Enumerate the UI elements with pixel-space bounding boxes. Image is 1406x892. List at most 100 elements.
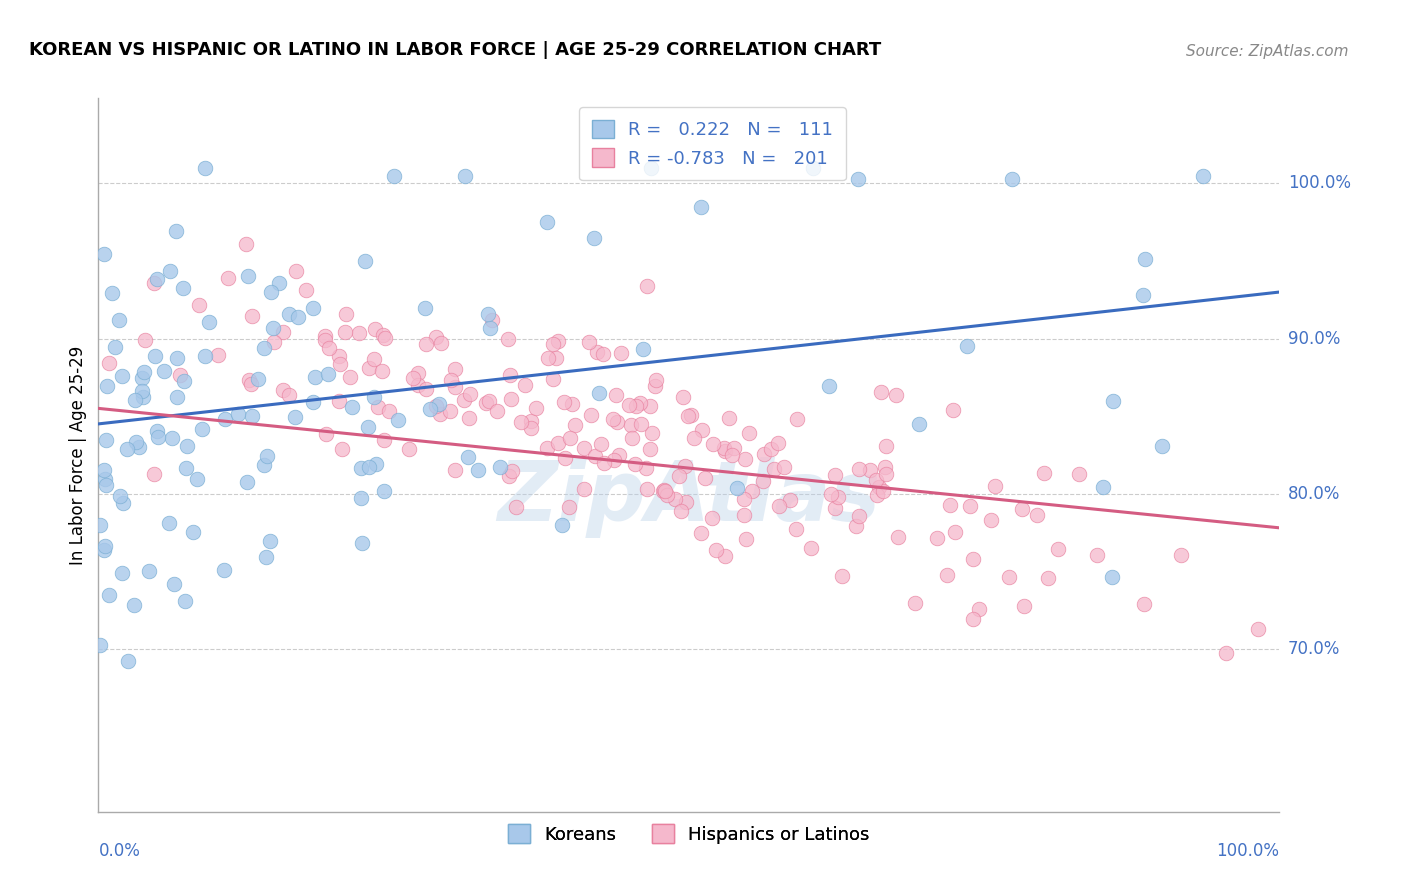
Point — [166, 391, 188, 405]
Point — [207, 348, 229, 362]
Point — [818, 378, 841, 392]
Point — [443, 380, 465, 394]
Point — [655, 488, 678, 502]
Point — [564, 417, 586, 432]
Point — [713, 442, 735, 456]
Point — [820, 487, 842, 501]
Point — [741, 483, 763, 498]
Point — [134, 333, 156, 347]
Point — [115, 442, 138, 457]
Point — [638, 442, 661, 456]
Point — [498, 468, 520, 483]
Point — [318, 341, 340, 355]
Point — [478, 394, 501, 409]
Point — [752, 474, 775, 488]
Point — [1133, 598, 1156, 612]
Point — [505, 500, 527, 514]
Point — [131, 371, 153, 385]
Point — [887, 530, 910, 544]
Point — [668, 469, 690, 483]
Point — [651, 484, 673, 499]
Point — [692, 424, 714, 438]
Point — [439, 404, 461, 418]
Point — [277, 308, 299, 322]
Point — [440, 373, 463, 387]
Point — [444, 463, 467, 477]
Point — [350, 536, 373, 550]
Point — [284, 410, 307, 425]
Point — [865, 473, 887, 487]
Point — [768, 499, 790, 513]
Point — [143, 350, 166, 364]
Point — [520, 421, 543, 435]
Point — [959, 499, 981, 513]
Point — [824, 501, 846, 516]
Text: ZipAtlas: ZipAtlas — [498, 458, 880, 538]
Point — [1135, 252, 1157, 266]
Point — [364, 457, 387, 471]
Point — [242, 409, 264, 423]
Point — [689, 525, 711, 540]
Point — [638, 399, 661, 413]
Point — [373, 433, 395, 447]
Point — [583, 449, 606, 463]
Point — [980, 513, 1002, 527]
Point — [720, 448, 742, 462]
Point — [262, 321, 284, 335]
Point — [984, 478, 1007, 492]
Point — [734, 533, 756, 547]
Point — [558, 500, 581, 514]
Point — [628, 396, 651, 410]
Point — [333, 325, 356, 339]
Point — [610, 346, 633, 360]
Point — [664, 491, 686, 506]
Point — [962, 551, 984, 566]
Point — [766, 436, 789, 450]
Point — [413, 301, 436, 315]
Point — [142, 467, 165, 481]
Point — [124, 392, 146, 407]
Point — [191, 422, 214, 436]
Point — [1036, 571, 1059, 585]
Point — [1001, 171, 1024, 186]
Point — [501, 392, 523, 406]
Point — [870, 385, 893, 400]
Point — [759, 442, 782, 457]
Point — [477, 307, 499, 321]
Point — [157, 516, 180, 531]
Point — [425, 330, 447, 344]
Point — [689, 200, 711, 214]
Point — [328, 349, 350, 363]
Point — [644, 378, 666, 392]
Point — [501, 464, 523, 478]
Point — [406, 378, 429, 392]
Point — [382, 169, 405, 183]
Point — [350, 491, 373, 505]
Point — [1152, 439, 1174, 453]
Point — [682, 431, 704, 445]
Point — [284, 264, 307, 278]
Point — [342, 400, 364, 414]
Point — [591, 436, 613, 450]
Point — [256, 450, 278, 464]
Point — [240, 376, 263, 391]
Point — [1170, 548, 1192, 562]
Point — [176, 439, 198, 453]
Point — [848, 508, 870, 523]
Point — [702, 511, 724, 525]
Point — [398, 442, 420, 457]
Point — [181, 525, 204, 540]
Point — [236, 268, 259, 283]
Point — [561, 397, 583, 411]
Point — [541, 337, 564, 351]
Point — [236, 475, 259, 489]
Point — [214, 412, 236, 426]
Point — [269, 277, 291, 291]
Point — [260, 285, 283, 299]
Point — [631, 342, 654, 356]
Point — [1247, 623, 1270, 637]
Point — [1132, 288, 1154, 302]
Point — [443, 362, 465, 376]
Point — [669, 504, 692, 518]
Point — [578, 334, 600, 349]
